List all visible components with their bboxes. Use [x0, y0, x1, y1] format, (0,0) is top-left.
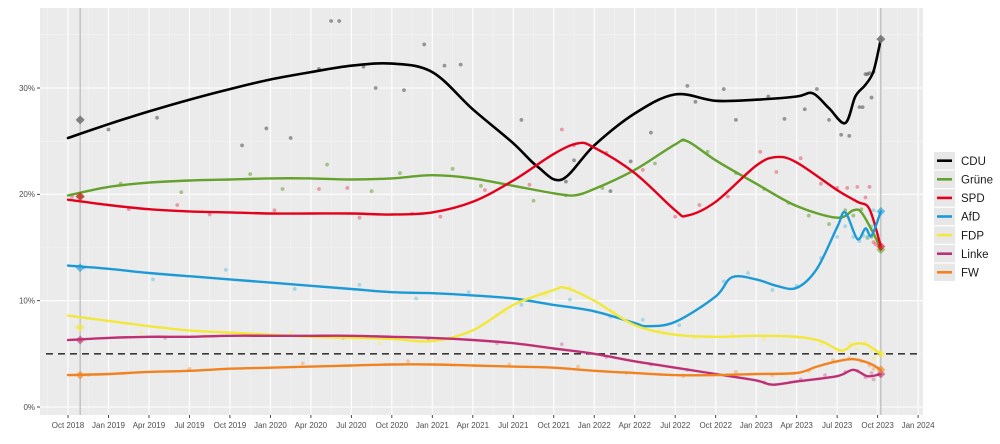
x-tick-label: Jan 2022: [578, 421, 611, 430]
x-tick-label: Oct 2020: [376, 421, 409, 430]
y-tick-label: 30%: [19, 84, 35, 93]
x-axis-labels: Oct 2018 Jan 2019 Apr 2019 Jul 2019 Oct 2019…: [52, 421, 935, 430]
x-tick-label: Oct 2023: [861, 421, 894, 430]
major-gridlines: [40, 8, 923, 415]
x-tick-label: Jul 2021: [498, 421, 529, 430]
result-diamonds-CDU: [75, 34, 886, 125]
trend-line-AfD: [66, 210, 882, 328]
x-tick-label: Jan 2019: [92, 421, 125, 430]
legend-item-Grüne: Grüne: [934, 170, 993, 188]
x-tick-label: Oct 2021: [538, 421, 571, 430]
x-tick-label: Apr 2020: [295, 421, 328, 430]
legend-label: Linke: [961, 249, 989, 261]
x-tick-label: Oct 2022: [699, 421, 732, 430]
x-tick-label: Jan 2023: [740, 421, 773, 430]
trend-line-FDP: [66, 285, 882, 355]
result-diamonds-FDP: [75, 322, 886, 359]
legend-label: SPD: [961, 193, 985, 205]
x-axis-ticks: [67, 415, 919, 418]
y-tick-label: 20%: [19, 190, 35, 199]
x-tick-label: Jul 2020: [336, 421, 367, 430]
trend-line-CDU: [66, 37, 883, 182]
legend-label: FW: [961, 268, 979, 280]
legend-item-FDP: FDP: [934, 226, 984, 244]
x-tick-label: Oct 2019: [214, 421, 247, 430]
trend-line-FW: [66, 357, 882, 377]
legend-item-FW: FW: [934, 263, 979, 281]
trend-line-Linke: [66, 334, 882, 386]
x-tick-label: Jul 2023: [822, 421, 853, 430]
x-tick-label: Jan 2020: [254, 421, 287, 430]
legend-label: FDP: [961, 230, 984, 242]
x-tick-label: Apr 2021: [457, 421, 490, 430]
legend-label: Grüne: [961, 175, 993, 187]
legend-label: AfD: [961, 212, 980, 224]
x-tick-label: Apr 2023: [780, 421, 813, 430]
minor-gridlines: [40, 8, 923, 415]
legend: CDU Grüne SPD AfD FDP Linke FW: [934, 152, 993, 281]
y-axis-ticks: [37, 87, 40, 408]
legend-item-Linke: Linke: [934, 245, 989, 263]
result-diamonds-FW: [75, 365, 886, 380]
poll-dots-FDP: [74, 284, 876, 360]
trend-line-SPD: [66, 141, 882, 248]
trend-line-Grüne: [66, 138, 882, 251]
x-tick-label: Apr 2019: [133, 421, 166, 430]
result-diamonds-SPD: [75, 191, 886, 251]
x-tick-label: Jul 2022: [660, 421, 691, 430]
x-tick-label: Jan 2021: [416, 421, 449, 430]
x-tick-label: Jan 2024: [902, 421, 935, 430]
result-diamonds-AfD: [75, 206, 886, 273]
legend-item-SPD: SPD: [934, 189, 985, 207]
legend-item-AfD: AfD: [934, 207, 980, 226]
x-tick-label: Jul 2019: [174, 421, 205, 430]
y-axis-labels: 0% 10% 20% 30%: [19, 84, 35, 412]
x-tick-label: Oct 2018: [52, 421, 85, 430]
y-tick-label: 10%: [19, 296, 35, 305]
x-tick-label: Apr 2022: [618, 421, 651, 430]
y-tick-label: 0%: [23, 403, 35, 412]
legend-item-CDU: CDU: [934, 152, 986, 170]
legend-label: CDU: [961, 156, 986, 168]
